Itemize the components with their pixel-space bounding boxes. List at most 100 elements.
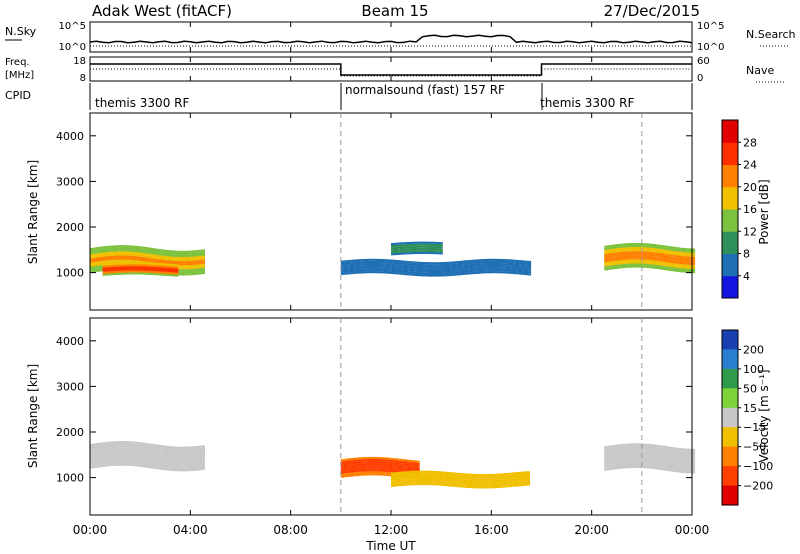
heatmap-cell [619,249,623,252]
heatmap-cell [466,483,470,486]
heatmap-cell [96,259,100,262]
heatmap-cell [682,266,687,269]
heatmap-cell [96,459,100,462]
heatmap-cell [114,247,118,250]
heatmap-cell [416,460,420,463]
velocity-colorbar-label: Velocity [m s⁻¹] [757,369,771,462]
power-colorbar-swatch [722,186,738,210]
heatmap-cell [162,273,167,276]
heatmap-cell [625,259,629,262]
heatmap-cell [138,454,142,457]
heatmap-cell [144,257,148,260]
heatmap-cell [389,470,393,473]
heatmap-cell [622,450,626,453]
heatmap-cell [383,459,387,462]
heatmap-cell [96,457,100,460]
heatmap-cell [343,473,348,476]
heatmap-cell [346,470,351,473]
heatmap-cell [156,448,160,451]
heatmap-cell [619,444,623,447]
heatmap-cell [150,443,154,446]
heatmap-cell [494,262,498,265]
heatmap-cell [380,473,384,476]
heatmap-cell [99,250,103,253]
heatmap-cell [410,466,414,469]
heatmap-cell [159,249,163,252]
heatmap-cell [500,263,504,266]
heatmap-cell [201,459,205,462]
heatmap-cell [171,454,175,457]
heatmap-cell [105,448,109,451]
heatmap-cell [177,252,181,255]
heatmap-cell [502,483,506,486]
cpid-segment-2: normalsound (fast) 157 RF [345,83,505,97]
heatmap-cell [628,257,632,260]
heatmap-cell [398,268,402,271]
heatmap-cell [652,464,656,467]
heatmap-cell [682,250,687,253]
heatmap-cell [691,451,696,454]
heatmap-cell [367,465,372,468]
heatmap-cell [427,245,431,248]
heatmap-cell [174,250,178,253]
heatmap-cell [201,259,205,262]
heatmap-cell [189,264,193,267]
heatmap-cell [183,463,187,466]
heatmap-cell [180,271,184,274]
heatmap-cell [135,462,139,465]
heatmap-cell [670,461,674,464]
heatmap-cell [132,443,136,446]
heatmap-cell [403,479,407,482]
nave-line [90,68,692,77]
heatmap-cell [634,251,638,254]
heatmap-cell [661,466,665,469]
heatmap-cell [643,261,647,264]
x-tick-label: 20:00 [574,523,609,537]
heatmap-cell [394,251,398,254]
heatmap-cell [676,466,680,469]
heatmap-cell [436,483,440,486]
heatmap-cell [373,271,378,274]
heatmap-cell [655,262,659,265]
heatmap-cell [102,458,106,461]
heatmap-cell [419,268,423,271]
heatmap-cell [619,247,623,250]
heatmap-cell [469,479,473,482]
heatmap-cell [364,258,369,261]
heatmap-cell [511,482,515,485]
heatmap-cell [126,449,130,452]
heatmap-cell [637,461,641,464]
heatmap-cell [610,265,614,268]
heatmap-cell [682,462,687,465]
heatmap-cell [147,262,152,265]
heatmap-cell [153,466,157,469]
heatmap-cell [440,262,444,265]
heatmap-cell [643,460,647,463]
heatmap-cell [129,249,133,252]
heatmap-cell [416,261,420,264]
heatmap-cell [481,486,485,489]
heatmap-cell [352,472,357,475]
heatmap-cell [183,259,187,262]
heatmap-cell [415,243,419,246]
heatmap-cell [440,268,444,271]
heatmap-cell [436,481,440,484]
heatmap-cell [511,484,515,487]
heatmap-cell [93,266,97,269]
heatmap-cell [421,480,425,483]
heatmap-cell [364,265,369,268]
heatmap-cell [361,473,366,476]
heatmap-cell [126,445,130,448]
heatmap-cell [386,267,390,270]
heatmap-cell [437,272,441,275]
heatmap-cell [494,265,498,268]
heatmap-cell [485,267,489,270]
heatmap-cell [649,458,653,461]
heatmap-cell [634,463,638,466]
heatmap-cell [655,459,659,462]
heatmap-cell [150,262,155,265]
heatmap-cell [117,245,121,248]
heatmap-cell [380,269,384,272]
heatmap-cell [476,265,480,268]
heatmap-cell [183,459,187,462]
